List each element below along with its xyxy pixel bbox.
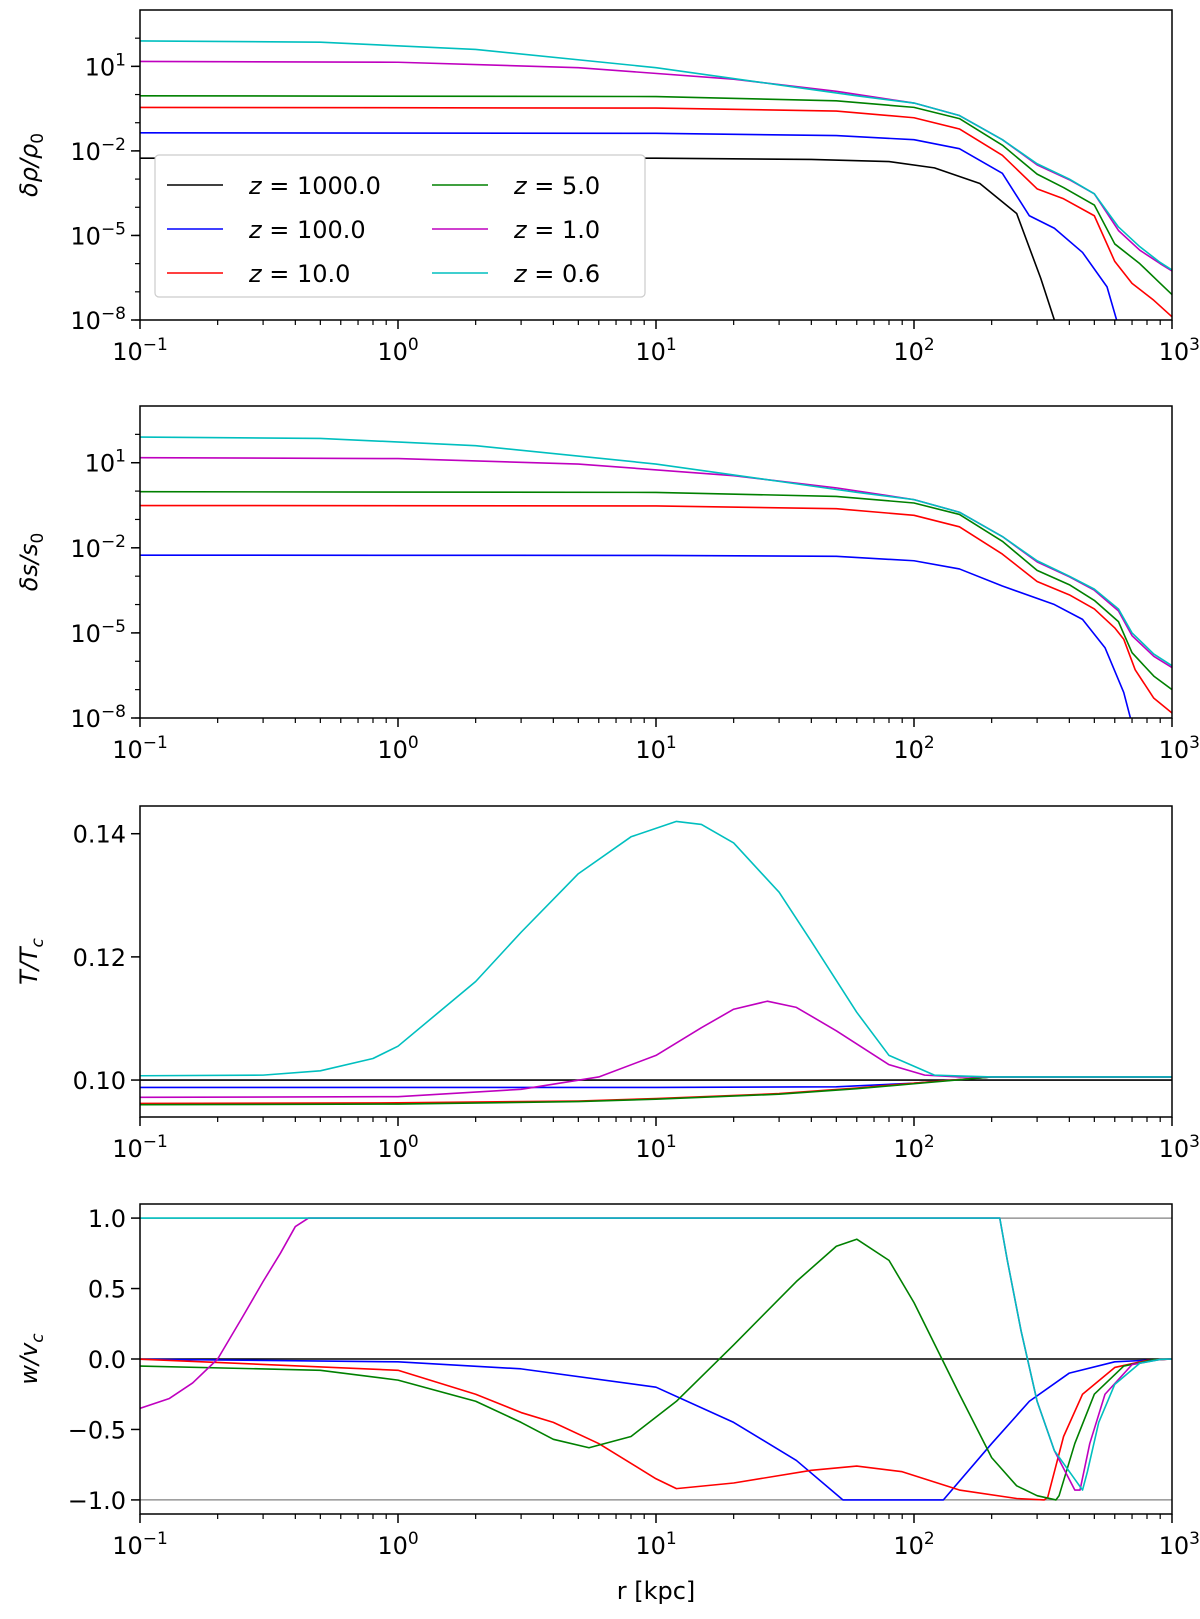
series-line-z1-0 [140,1000,1172,1099]
series-line-z5-0 [140,1238,1172,1501]
series-line-z0-6 [140,1217,1172,1491]
x-tick-label: 102 [893,1529,934,1560]
series-line-z0-6 [140,436,1172,667]
series-group [140,820,1172,1106]
legend-box [154,154,646,298]
x-tick-label: 103 [1159,335,1200,366]
series-line-z10-0 [140,106,1172,318]
legend-label: z = 1.0 [513,216,600,244]
x-minor-ticks [217,1117,1161,1122]
x-tick-label: 103 [1159,1132,1200,1163]
plot-frame [139,805,1173,1118]
y-tick-label: −0.5 [68,1416,126,1444]
series-group [140,40,1172,320]
y-tick-label: 101 [85,50,126,81]
series-line-z1000-0 [140,157,1056,320]
legend: z = 1000.0 z = 5.0 z = 100.0 z = 1.0 z = 10.… [154,154,646,298]
x-tick-label: 100 [377,1132,418,1163]
series-group [140,1217,1172,1501]
y-tick-label: 10−8 [70,702,126,733]
x-minor-ticks [217,718,1161,723]
y-tick-label: 0.0 [88,1346,126,1374]
y-tick-label: 0.14 [73,821,126,849]
x-tick-label: 102 [893,1132,934,1163]
series-line-z100-0 [140,1076,1172,1089]
series-line-z5-0 [140,95,1172,296]
x-tick-label: 103 [1159,1529,1200,1560]
panel-entropy: 10−1 100 101 102 103 10−8 10−5 10−2 101 δs/s0 [15,405,1200,764]
x-tick-label: 100 [377,1529,418,1560]
x-tick-label: 100 [377,335,418,366]
legend-label: z = 100.0 [248,216,366,244]
y-tick-label: 0.10 [73,1067,126,1095]
legend-label: z = 10.0 [248,260,350,288]
x-axis-label: r [kpc] [617,1577,696,1605]
y-axis-label: w/vc [15,1333,48,1385]
x-tick-label: 102 [893,335,934,366]
panel-density: 10−1 100 101 102 103 10−8 10−5 10−2 101 δρ/ρ0 z = … [15,9,1200,366]
y-axis-label: T/Tc [15,937,48,984]
y-tick-label: 10−8 [70,304,126,335]
x-tick-label: 101 [635,1529,676,1560]
y-tick-label: 10−5 [70,219,126,250]
x-tick-label: 102 [893,733,934,764]
y-tick-label: 0.12 [73,944,126,972]
plot-frame [139,405,1173,719]
series-line-z10-0 [140,504,1172,714]
x-tick-label: 10−1 [112,335,168,366]
series-line-z1-0 [140,456,1172,669]
series-line-z100-0 [140,1358,1172,1501]
x-tick-label: 101 [635,733,676,764]
series-line-z1-0 [140,1217,1172,1491]
legend-label: z = 1000.0 [248,172,381,200]
y-tick-label: 0.5 [88,1276,126,1304]
x-minor-ticks [217,1514,1161,1519]
panel-temperature: 10−1 100 101 102 103 0.10 0.12 0.14 T/Tc [15,805,1200,1163]
legend-label: z = 0.6 [513,260,600,288]
y-axis-label: δρ/ρ0 [15,133,48,197]
y-tick-label: 10−5 [70,617,126,648]
y-tick-label: 10−2 [70,532,126,563]
x-tick-label: 10−1 [112,733,168,764]
x-tick-label: 103 [1159,733,1200,764]
legend-label: z = 5.0 [513,172,600,200]
x-tick-label: 100 [377,733,418,764]
series-line-z100-0 [140,554,1132,718]
x-tick-label: 10−1 [112,1132,168,1163]
x-tick-label: 101 [635,335,676,366]
y-tick-label: 10−2 [70,135,126,166]
series-line-z10-0 [140,1358,1172,1501]
series-line-z5-0 [140,490,1172,691]
panel-velocity: 10−1 100 101 102 103 1.0 0.5 0.0 −0.5 −1.0 w/vc r [… [15,1203,1200,1605]
y-tick-label: 1.0 [88,1205,126,1233]
y-tick-label: −1.0 [68,1487,126,1515]
x-tick-label: 101 [635,1132,676,1163]
series-line-z0-6 [140,40,1172,271]
series-line-z5-0 [140,1076,1172,1106]
x-tick-label: 10−1 [112,1529,168,1560]
series-line-z0-6 [140,820,1172,1078]
x-minor-ticks [217,320,1161,325]
y-axis-label: δs/s0 [15,533,48,592]
series-line-z100-0 [140,131,1118,320]
series-group [140,436,1172,718]
y-tick-label: 101 [85,447,126,478]
